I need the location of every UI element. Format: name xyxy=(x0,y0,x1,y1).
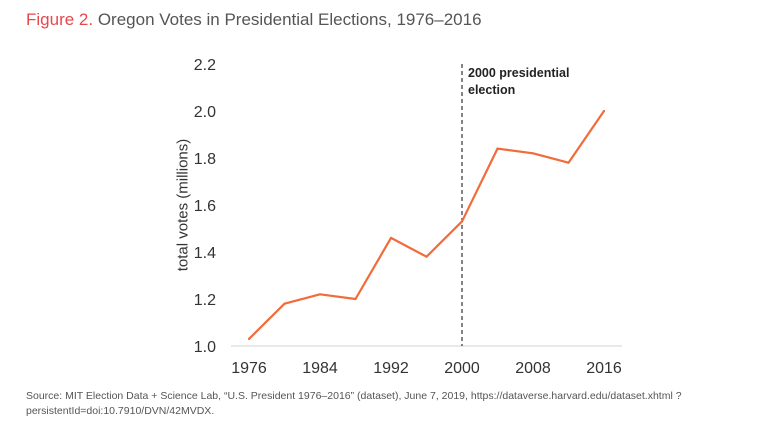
x-tick-label: 1976 xyxy=(231,360,267,377)
x-tick-label: 2000 xyxy=(444,360,480,377)
data-point xyxy=(425,255,428,258)
x-tick-label: 1984 xyxy=(302,360,338,377)
y-tick-label: 1.8 xyxy=(194,151,216,168)
y-tick-label: 1.0 xyxy=(194,339,216,356)
figure-label: Figure 2. xyxy=(26,10,94,29)
data-point xyxy=(496,147,499,150)
y-tick-label: 1.6 xyxy=(194,198,216,215)
x-tick-label: 2008 xyxy=(515,360,551,377)
y-axis-label: total votes (millions) xyxy=(174,138,192,272)
x-tick-label: 2016 xyxy=(586,360,622,377)
y-tick-label: 2.2 xyxy=(194,57,216,74)
title-text: Oregon Votes in Presidential Elections, … xyxy=(97,10,482,29)
chart-title: Figure 2. Oregon Votes in Presidential E… xyxy=(26,10,482,30)
data-point xyxy=(389,236,393,239)
data-point xyxy=(567,161,570,164)
y-tick-label: 1.4 xyxy=(194,245,216,262)
data-point xyxy=(354,297,357,301)
data-point xyxy=(602,109,606,113)
y-tick-label: 2.0 xyxy=(194,104,216,121)
data-point xyxy=(318,293,322,296)
annotation-text: election xyxy=(468,83,515,97)
data-point xyxy=(460,220,464,223)
series-line xyxy=(248,110,605,340)
data-point xyxy=(247,337,251,341)
data-point xyxy=(283,302,286,305)
annotation-text: 2000 presidential xyxy=(468,66,569,80)
data-point xyxy=(531,152,535,155)
x-tick-label: 1992 xyxy=(373,360,409,377)
source-note: Source: MIT Election Data + Science Lab,… xyxy=(26,390,682,417)
y-tick-label: 1.2 xyxy=(194,292,216,309)
